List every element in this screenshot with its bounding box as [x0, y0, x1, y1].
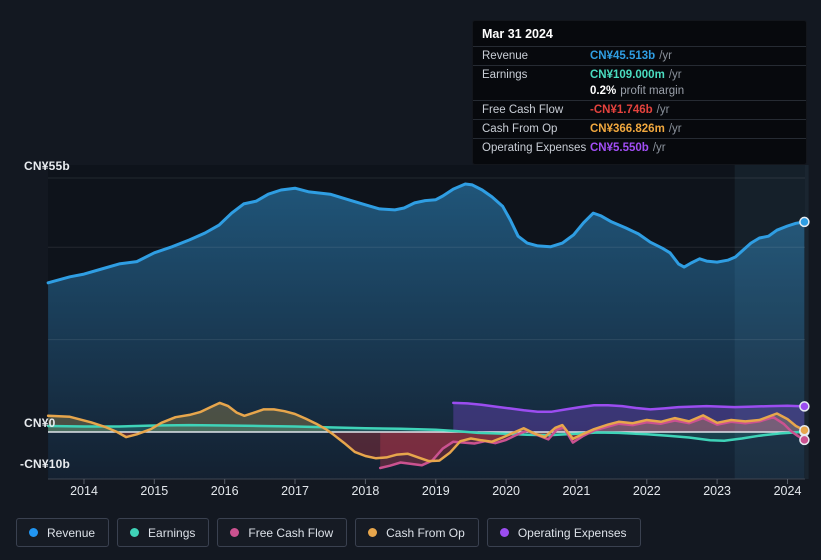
line-cash-from-op — [46, 401, 806, 463]
legend-item-operating-expenses[interactable]: Operating Expenses — [486, 518, 641, 547]
chart-tooltip: Mar 31 2024 Revenue CN¥45.513b /yr Earni… — [472, 20, 807, 165]
end-dot-cash-from-op — [799, 424, 810, 436]
line-operating-expenses — [452, 401, 806, 413]
tooltip-suffix: /yr — [668, 69, 682, 81]
x-axis: 2014 2015 2016 2017 2018 2019 2020 2021 2022 2023… — [70, 479, 801, 498]
operating-expenses-dot-icon — [499, 528, 509, 537]
profit-margin-text: profit margin — [620, 85, 685, 97]
x-axis-label: 2021 — [562, 484, 590, 498]
tooltip-row-revenue: Revenue CN¥45.513b /yr — [473, 46, 806, 65]
x-axis-label: 2022 — [633, 484, 661, 498]
y-axis-label-55b: CN¥55b — [24, 159, 70, 173]
end-dot-operating-expenses — [799, 401, 810, 412]
series-lines — [46, 182, 806, 470]
chart-legend: Revenue Earnings Free Cash Flow Cash Fro… — [16, 518, 641, 547]
free-cash-flow-dot-icon — [230, 528, 240, 537]
y-axis-label-zero: CN¥0 — [24, 416, 56, 430]
tooltip-label: Operating Expenses — [482, 142, 587, 154]
tooltip-suffix: /yr — [659, 50, 672, 62]
x-axis-label: 2015 — [140, 484, 168, 498]
tooltip-label: Cash From Op — [482, 123, 558, 135]
legend-item-earnings[interactable]: Earnings — [117, 518, 210, 547]
x-axis-label: 2023 — [703, 484, 731, 498]
legend-label: Cash From Op — [386, 525, 465, 540]
tooltip-suffix: /yr — [652, 142, 666, 154]
y-axis-label-neg10b: -CN¥10b — [20, 457, 71, 471]
tooltip-row-free-cash-flow: Free Cash Flow -CN¥1.746b /yr — [473, 100, 806, 119]
tooltip-label: Free Cash Flow — [482, 104, 564, 116]
tooltip-label: Earnings — [482, 69, 528, 81]
tooltip-value: CN¥366.826m — [590, 123, 665, 135]
tooltip-value: -CN¥1.746b — [590, 104, 653, 116]
tooltip-row-cash-from-op: Cash From Op CN¥366.826m /yr — [473, 119, 806, 138]
legend-label: Operating Expenses — [517, 525, 627, 540]
series-end-dots — [799, 216, 810, 446]
x-axis-label: 2024 — [774, 484, 802, 498]
tooltip-suffix: /yr — [656, 104, 670, 116]
tooltip-row-profit-margin: 0.2% profit margin — [473, 84, 806, 100]
profit-margin-pct: 0.2% — [590, 85, 617, 97]
tooltip-label: Revenue — [482, 50, 529, 62]
earnings-dot-icon — [130, 528, 140, 537]
tooltip-suffix: /yr — [668, 123, 682, 135]
tooltip-row-earnings: Earnings CN¥109.000m /yr — [473, 65, 806, 84]
x-axis-label: 2017 — [281, 484, 309, 498]
legend-label: Earnings — [148, 525, 196, 540]
line-revenue — [46, 182, 806, 285]
end-dot-free-cash-flow — [799, 434, 810, 446]
x-axis-label: 2014 — [70, 484, 98, 498]
legend-label: Free Cash Flow — [248, 525, 334, 540]
x-axis-label: 2016 — [211, 484, 239, 498]
legend-item-cash-from-op[interactable]: Cash From Op — [355, 518, 479, 547]
tooltip-date: Mar 31 2024 — [482, 27, 553, 41]
tooltip-value: CN¥109.000m — [590, 69, 665, 81]
legend-label: Revenue — [47, 525, 96, 540]
legend-item-free-cash-flow[interactable]: Free Cash Flow — [217, 518, 348, 547]
tooltip-value: CN¥5.550b — [590, 142, 649, 154]
line-free-cash-flow — [378, 415, 806, 470]
revenue-dot-icon — [29, 528, 38, 537]
x-axis-label: 2019 — [422, 484, 450, 498]
end-dot-revenue — [799, 216, 810, 228]
tooltip-value: CN¥45.513b — [590, 50, 656, 62]
x-axis-label: 2018 — [351, 484, 379, 498]
cash-from-op-dot-icon — [368, 528, 378, 537]
legend-item-revenue[interactable]: Revenue — [16, 518, 110, 547]
tooltip-row-operating-expenses: Operating Expenses CN¥5.550b /yr — [473, 138, 806, 157]
x-axis-label: 2020 — [492, 484, 520, 498]
